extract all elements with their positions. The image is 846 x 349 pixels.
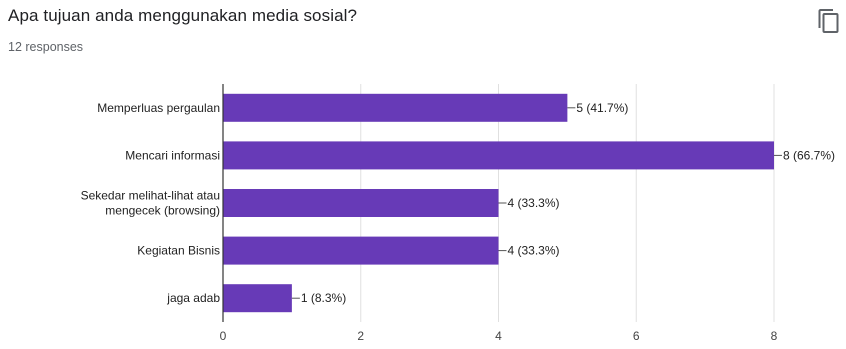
data-label: 4 (33.3%) [508, 244, 560, 258]
x-tick-label: 2 [357, 329, 364, 343]
bar [223, 93, 568, 122]
x-tick-label: 6 [633, 329, 640, 343]
data-label: 1 (8.3%) [301, 291, 346, 305]
bar [223, 189, 499, 217]
data-label: 5 (41.7%) [576, 101, 628, 115]
bar [223, 236, 499, 265]
category-label: Kegiatan Bisnis [137, 244, 220, 258]
x-tick-label: 0 [220, 329, 227, 343]
category-label: Mencari informasi [125, 148, 220, 162]
response-count: 12 responses [8, 40, 84, 54]
category-label: jaga adab [166, 291, 220, 305]
data-label: 4 (33.3%) [508, 196, 560, 210]
x-tick-label: 4 [495, 329, 502, 343]
category-label: mengecek (browsing) [105, 204, 220, 218]
data-label: 8 (66.7%) [783, 148, 835, 162]
bar [223, 141, 774, 170]
copy-chart-button[interactable] [818, 8, 840, 36]
copy-icon [818, 9, 839, 33]
question-title: Apa tujuan anda menggunakan media sosial… [8, 6, 358, 25]
bar [223, 284, 292, 313]
category-label: Sekedar melihat-lihat atau [81, 189, 220, 203]
x-tick-label: 8 [771, 329, 778, 343]
category-label: Memperluas pergaulan [97, 101, 220, 115]
